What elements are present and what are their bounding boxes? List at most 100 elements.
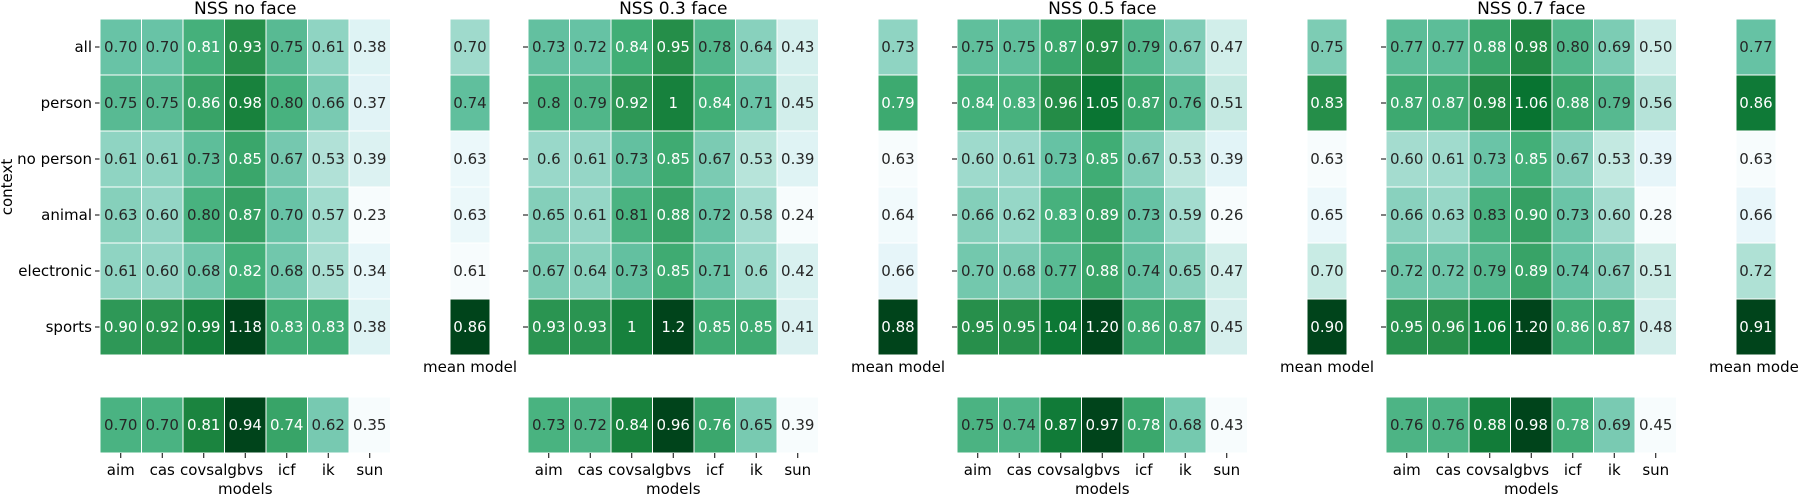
heatmap-cell bbox=[1634, 130, 1677, 188]
heatmap-cell-label: 0.90 bbox=[104, 318, 137, 336]
heatmap-cell bbox=[1122, 130, 1165, 188]
mean-model-cell bbox=[1306, 242, 1348, 300]
x-tick-label: ik bbox=[750, 461, 763, 479]
x-tick-label: icf bbox=[1564, 461, 1582, 479]
heatmap-cell-label: 0.47 bbox=[1210, 38, 1243, 56]
heatmap-cell bbox=[182, 186, 225, 244]
heatmap-cell-label: 0.93 bbox=[229, 38, 262, 56]
heatmap-cell-label: 1 bbox=[627, 318, 637, 336]
heatmap-cell-label: 0.23 bbox=[353, 206, 386, 224]
heatmap-cell-label: 0.66 bbox=[1390, 206, 1423, 224]
heatmap-cell-label: 0.55 bbox=[312, 262, 345, 280]
heatmap-cell bbox=[693, 242, 736, 300]
heatmap-cell bbox=[956, 74, 999, 132]
heatmap-cell bbox=[1427, 74, 1470, 132]
x-tick-label: aim bbox=[1393, 461, 1421, 479]
row-label: animal bbox=[41, 206, 92, 224]
heatmap-cell-label: 1 bbox=[668, 94, 678, 112]
heatmap-cell bbox=[1385, 186, 1428, 244]
heatmap-cell bbox=[569, 186, 612, 244]
heatmap-cell-label: 0.90 bbox=[1515, 206, 1548, 224]
heatmap-cell-label: 0.73 bbox=[1127, 206, 1160, 224]
heatmap-cell bbox=[652, 298, 695, 356]
mean-context-cell-label: 0.98 bbox=[1515, 416, 1548, 434]
mean-context-cell-label: 0.72 bbox=[574, 416, 607, 434]
x-tick-label: sun bbox=[356, 461, 383, 479]
mean-context-cell-label: 0.96 bbox=[657, 416, 690, 434]
heatmap-cell bbox=[1164, 298, 1207, 356]
heatmap-cell-label: 0.75 bbox=[961, 38, 994, 56]
mean-model-cell-label: 0.63 bbox=[1310, 150, 1343, 168]
heatmap-cell-label: 0.87 bbox=[1390, 94, 1423, 112]
heatmap-cell bbox=[527, 298, 570, 356]
mean-model-cell bbox=[1735, 186, 1777, 244]
heatmap-cell bbox=[1081, 298, 1124, 356]
heatmap-cell bbox=[1551, 298, 1594, 356]
heatmap-cell-label: 0.83 bbox=[1044, 206, 1077, 224]
mean-context-cell-label: 0.81 bbox=[187, 416, 220, 434]
heatmap-cell-label: 0.42 bbox=[781, 262, 814, 280]
heatmap-cell-label: 0.86 bbox=[1556, 318, 1589, 336]
heatmap-cell-label: 0.70 bbox=[104, 38, 137, 56]
heatmap-cell-label: 0.81 bbox=[187, 38, 220, 56]
mean-context-cell bbox=[1468, 396, 1511, 454]
x-tick-label: ik bbox=[1608, 461, 1621, 479]
heatmap-cell-label: 0.61 bbox=[1003, 150, 1036, 168]
heatmap-cell-label: 0.61 bbox=[312, 38, 345, 56]
heatmap-cell-label: 0.61 bbox=[1432, 150, 1465, 168]
heatmap-cell-label: 0.53 bbox=[1169, 150, 1202, 168]
x-tick-label: ik bbox=[1179, 461, 1192, 479]
heatmap-cell-label: 0.26 bbox=[1210, 206, 1243, 224]
x-tick-label: aim bbox=[535, 461, 563, 479]
heatmap-cell-label: 0.61 bbox=[104, 262, 137, 280]
heatmap-cell bbox=[956, 130, 999, 188]
heatmap-cell bbox=[610, 18, 653, 76]
heatmap-cell bbox=[1081, 242, 1124, 300]
heatmap-cell-label: 0.78 bbox=[698, 38, 731, 56]
mean-model-cell bbox=[449, 74, 491, 132]
mean-context-cell bbox=[1593, 396, 1636, 454]
mean-model-cell bbox=[449, 130, 491, 188]
mean-context-cell-label: 0.78 bbox=[1127, 416, 1160, 434]
heatmap-cell bbox=[1510, 242, 1553, 300]
mean-context-cell bbox=[141, 396, 184, 454]
heatmap-cell-label: 0.74 bbox=[1127, 262, 1160, 280]
heatmap-cell bbox=[1593, 130, 1636, 188]
heatmap-cell-label: 0.71 bbox=[740, 94, 773, 112]
x-tick-label: sun bbox=[784, 461, 811, 479]
heatmap-cell-label: 0.93 bbox=[574, 318, 607, 336]
heatmap-cell-label: 0.41 bbox=[781, 318, 814, 336]
heatmap-cell bbox=[1468, 18, 1511, 76]
mean-context-cell bbox=[652, 396, 695, 454]
heatmap-cell-label: 0.38 bbox=[353, 38, 386, 56]
heatmap-cell bbox=[1427, 186, 1470, 244]
heatmap-cell-label: 0.60 bbox=[1598, 206, 1631, 224]
x-tick-label: icf bbox=[278, 461, 296, 479]
heatmap-cell bbox=[348, 18, 391, 76]
heatmap-cell-label: 0.61 bbox=[146, 150, 179, 168]
heatmap-cell-label: 0.88 bbox=[1473, 38, 1506, 56]
mean-model-cell-label: 0.73 bbox=[881, 38, 914, 56]
heatmap-cell-label: 0.70 bbox=[961, 262, 994, 280]
mean-context-cell bbox=[265, 396, 308, 454]
heatmap-cell bbox=[527, 18, 570, 76]
row-label: all bbox=[74, 38, 92, 56]
heatmap-cell-label: 1.04 bbox=[1044, 318, 1077, 336]
heatmap-cell-label: 0.79 bbox=[574, 94, 607, 112]
x-tick-label: sun bbox=[1642, 461, 1669, 479]
heatmap-cell bbox=[348, 186, 391, 244]
heatmap-cell bbox=[998, 242, 1041, 300]
heatmap-cell-label: 0.80 bbox=[187, 206, 220, 224]
heatmap-cell-label: 0.67 bbox=[532, 262, 565, 280]
mean-model-cell bbox=[1735, 130, 1777, 188]
mean-model-cell bbox=[877, 18, 919, 76]
mean-model-cell bbox=[1306, 186, 1348, 244]
heatmap-cell-label: 0.43 bbox=[781, 38, 814, 56]
heatmap-cell-label: 0.53 bbox=[312, 150, 345, 168]
heatmap-cell-label: 0.68 bbox=[1003, 262, 1036, 280]
mean-context-cell-label: 0.70 bbox=[146, 416, 179, 434]
heatmap-cell-label: 0.65 bbox=[1169, 262, 1202, 280]
mean-model-label: mean model bbox=[423, 358, 517, 376]
heatmap-cell-label: 0.72 bbox=[1390, 262, 1423, 280]
mean-model-label: mean model bbox=[851, 358, 945, 376]
